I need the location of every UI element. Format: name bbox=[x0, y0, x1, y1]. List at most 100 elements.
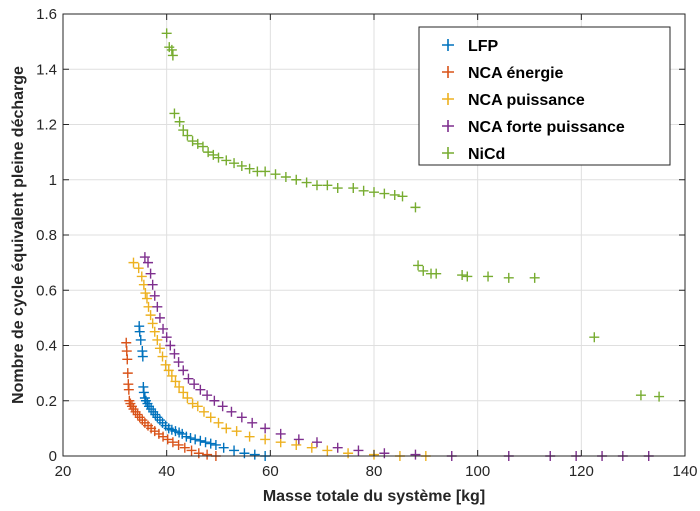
data-point bbox=[301, 177, 312, 188]
data-point bbox=[137, 351, 148, 362]
data-point bbox=[457, 270, 468, 281]
data-point bbox=[166, 44, 177, 55]
legend-marker bbox=[442, 66, 454, 78]
data-point bbox=[208, 149, 219, 160]
x-axis-label: Masse totale du système [kg] bbox=[263, 488, 485, 505]
data-point bbox=[178, 125, 189, 136]
legend-label: LFP bbox=[468, 38, 499, 55]
data-point bbox=[275, 428, 286, 439]
data-point bbox=[181, 431, 192, 442]
data-point bbox=[503, 272, 514, 283]
data-point bbox=[162, 434, 173, 445]
data-point bbox=[137, 415, 148, 426]
data-point bbox=[210, 439, 221, 450]
data-point bbox=[306, 442, 317, 453]
data-point bbox=[154, 312, 165, 323]
data-point bbox=[244, 431, 255, 442]
data-point bbox=[293, 434, 304, 445]
data-point bbox=[197, 141, 208, 152]
series-4 bbox=[161, 28, 665, 402]
x-tick-label: 120 bbox=[569, 463, 594, 480]
legend: LFP NCA énergie NCA puissance NCA forte pui… bbox=[418, 26, 671, 166]
data-point bbox=[249, 449, 260, 460]
data-point bbox=[147, 279, 158, 290]
data-point bbox=[209, 395, 220, 406]
data-point bbox=[193, 448, 204, 459]
data-point bbox=[186, 445, 197, 456]
data-point bbox=[161, 28, 172, 39]
data-point bbox=[173, 357, 184, 368]
data-point bbox=[122, 354, 133, 365]
data-point bbox=[462, 271, 473, 282]
y-tick-label: 1 bbox=[49, 172, 57, 189]
data-point bbox=[149, 326, 160, 337]
legend-label: NCA énergie bbox=[468, 65, 564, 82]
data-point bbox=[133, 263, 144, 274]
data-point bbox=[348, 183, 359, 194]
data-point bbox=[322, 445, 333, 456]
data-point bbox=[152, 334, 163, 345]
data-point bbox=[158, 323, 169, 334]
x-tick-label: 140 bbox=[672, 463, 697, 480]
data-point bbox=[189, 379, 200, 390]
data-point bbox=[397, 191, 408, 202]
data-point bbox=[202, 390, 213, 401]
data-point bbox=[167, 50, 178, 61]
data-point bbox=[260, 166, 271, 177]
data-point bbox=[247, 417, 258, 428]
y-tick-label: 0 bbox=[49, 448, 57, 465]
data-point bbox=[369, 187, 379, 198]
data-point bbox=[280, 171, 291, 182]
data-point bbox=[145, 268, 156, 279]
data-point bbox=[165, 340, 176, 351]
data-point bbox=[236, 412, 247, 423]
data-point bbox=[187, 136, 198, 147]
data-point bbox=[654, 391, 665, 402]
data-point bbox=[134, 326, 145, 337]
data-point bbox=[141, 293, 152, 304]
data-point bbox=[529, 272, 540, 283]
data-point bbox=[343, 448, 354, 459]
data-point bbox=[192, 401, 203, 412]
data-point bbox=[322, 180, 333, 191]
legend-marker bbox=[442, 120, 454, 132]
data-point bbox=[260, 423, 271, 434]
x-tick-label: 20 bbox=[55, 463, 72, 480]
y-tick-label: 0.6 bbox=[36, 282, 57, 299]
data-point bbox=[205, 438, 216, 449]
data-point bbox=[410, 449, 421, 460]
data-point bbox=[332, 183, 343, 194]
data-point bbox=[635, 390, 646, 401]
data-point bbox=[236, 160, 247, 171]
data-point bbox=[221, 423, 232, 434]
y-tick-label: 0.2 bbox=[36, 393, 57, 410]
data-point bbox=[353, 445, 364, 456]
legend-box bbox=[418, 26, 671, 166]
legend-marker bbox=[442, 147, 454, 159]
data-point bbox=[244, 163, 255, 174]
data-point bbox=[143, 257, 154, 268]
data-point bbox=[229, 445, 240, 456]
data-point bbox=[166, 370, 177, 381]
data-point bbox=[169, 108, 180, 119]
data-point bbox=[173, 439, 184, 450]
data-point bbox=[410, 202, 421, 213]
data-point bbox=[170, 376, 181, 387]
data-point bbox=[183, 373, 194, 384]
data-point bbox=[122, 368, 133, 379]
y-tick-label: 0.4 bbox=[36, 338, 57, 355]
data-marks bbox=[121, 28, 665, 461]
y-tick-label: 0.8 bbox=[36, 227, 57, 244]
data-point bbox=[190, 434, 201, 445]
data-point bbox=[139, 252, 150, 263]
data-point bbox=[589, 332, 600, 343]
data-point bbox=[218, 442, 229, 453]
data-point bbox=[182, 392, 193, 403]
data-point bbox=[167, 437, 178, 448]
data-point bbox=[213, 417, 224, 428]
data-point bbox=[136, 271, 147, 282]
data-point bbox=[161, 332, 172, 343]
data-point bbox=[431, 268, 442, 279]
x-tick-label: 100 bbox=[465, 463, 490, 480]
